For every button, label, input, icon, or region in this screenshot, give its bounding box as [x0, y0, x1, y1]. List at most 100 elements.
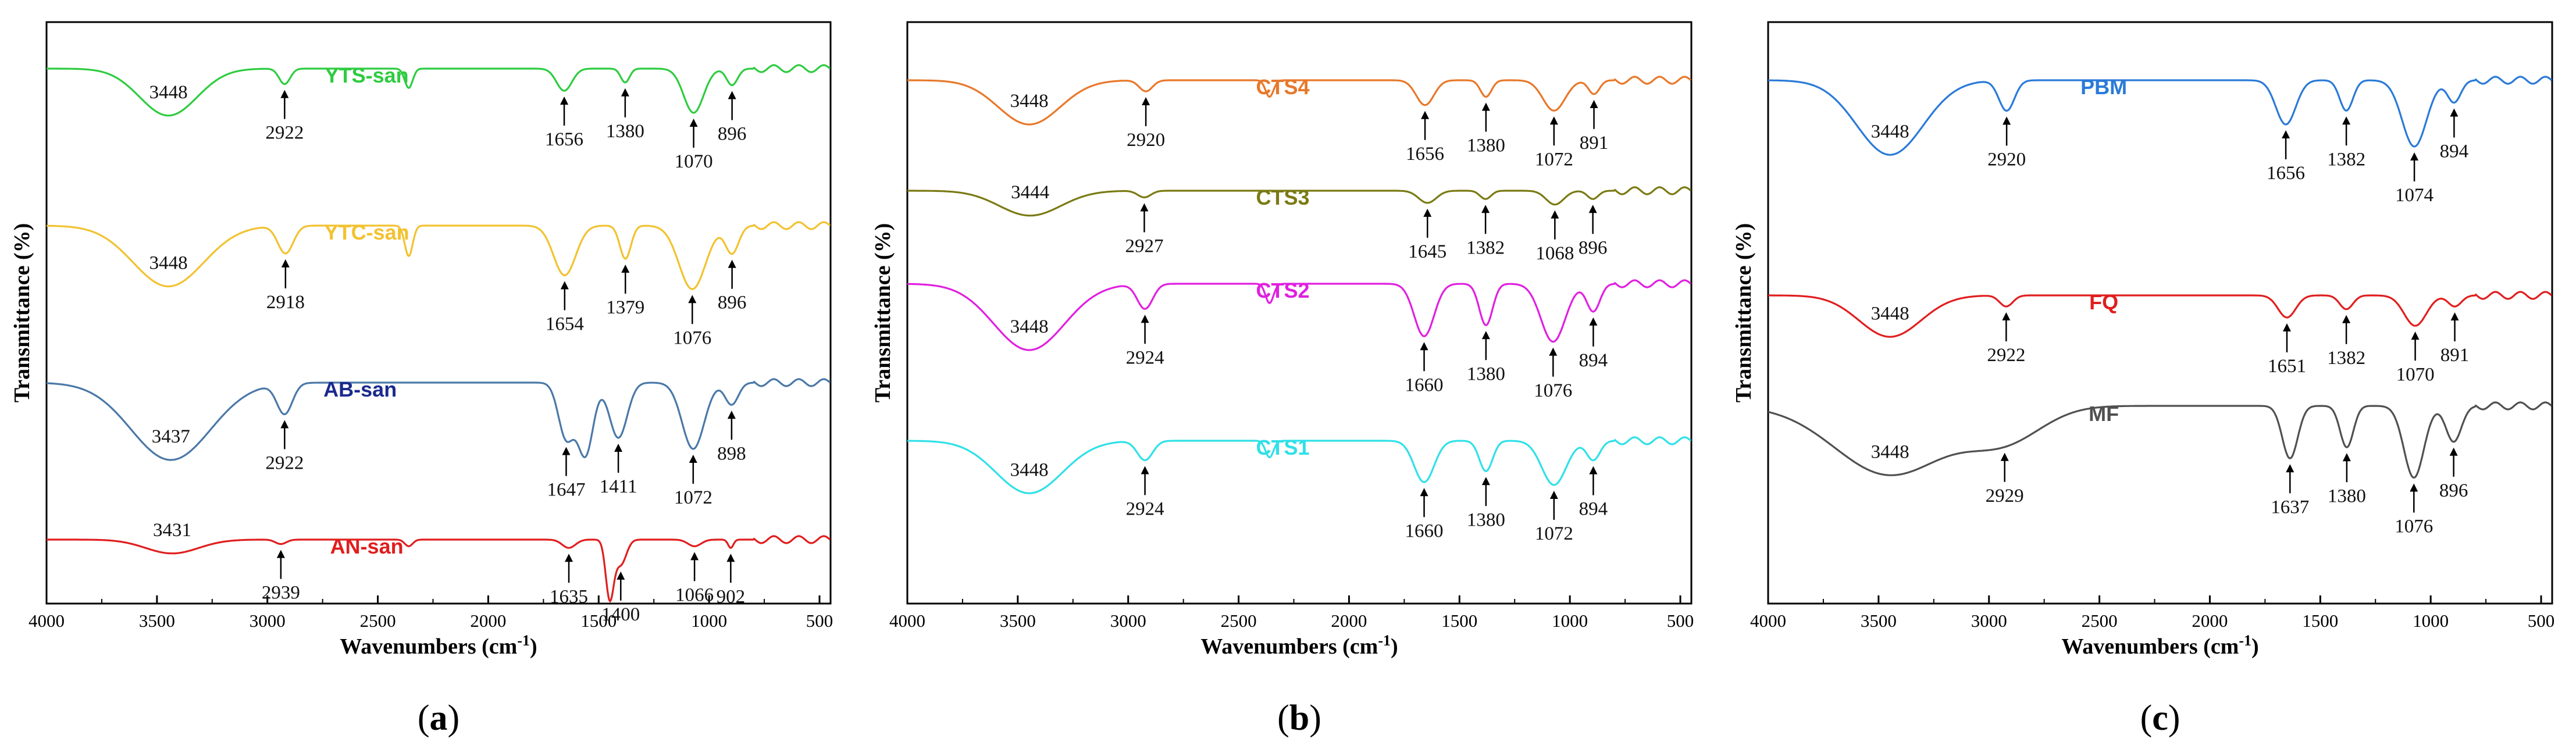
peak-annotation: 896	[2439, 447, 2468, 501]
peak-annotation: 1066	[675, 552, 714, 605]
peak-label: 1654	[546, 314, 584, 335]
peak-annotation: 3437	[152, 426, 190, 447]
peak-label: 1380	[1467, 135, 1505, 156]
series-line-cts1	[907, 436, 1692, 494]
peak-annotation: 891	[2440, 312, 2469, 366]
peak-annotation: 1380	[1467, 102, 1505, 156]
peak-annotation: 1400	[601, 571, 640, 625]
arrow-head	[1423, 208, 1432, 217]
peak-annotation: 1382	[2327, 315, 2365, 369]
x-tick-label: 2500	[2082, 611, 2118, 631]
peak-label: 3448	[1871, 121, 1909, 142]
peak-annotation: 2920	[1987, 116, 2026, 170]
series-line-yts-san	[47, 64, 831, 117]
arrow-head	[1551, 210, 1559, 219]
peak-annotation: 1656	[1406, 110, 1444, 165]
peak-label: 896	[718, 124, 747, 145]
panel-caption: (c)	[2140, 698, 2180, 738]
arrow-head	[690, 552, 699, 561]
series-label: CTS2	[1256, 279, 1310, 302]
peak-annotation: 1645	[1408, 208, 1446, 262]
peak-label: 1070	[675, 151, 713, 172]
series-label: AB-san	[323, 377, 397, 401]
x-tick-label: 1500	[2302, 611, 2338, 631]
peak-annotation: 3431	[153, 520, 191, 541]
peak-label: 1637	[2271, 497, 2309, 518]
peak-annotation: 1380	[2328, 453, 2366, 506]
arrow-head	[728, 259, 736, 268]
x-axis-title: Wavenumbers (cm-1)	[1200, 632, 1398, 659]
peak-annotation: 2922	[265, 420, 304, 473]
arrow-head	[1481, 102, 1490, 111]
peak-annotation: 894	[2440, 108, 2469, 162]
series-line-pbm	[1768, 76, 2553, 156]
peak-annotation: 3444	[1011, 182, 1049, 203]
arrow-head	[276, 549, 285, 558]
peak-label: 1380	[606, 121, 644, 142]
peak-annotation: 1656	[545, 97, 583, 150]
series-line-ytc-san	[47, 221, 831, 290]
x-tick-label: 3500	[1000, 611, 1036, 631]
series-label: CTS4	[1256, 75, 1310, 99]
peak-label: 1380	[1467, 363, 1505, 384]
series-line-cts2	[907, 279, 1692, 351]
series-line-fq	[1768, 291, 2553, 338]
arrow-head	[1140, 203, 1149, 212]
arrow-head	[1420, 342, 1428, 351]
peak-label: 3437	[152, 426, 190, 447]
arrow-head	[2003, 116, 2011, 125]
peak-label: 1411	[600, 476, 637, 497]
peak-annotation: 1651	[2268, 323, 2306, 377]
y-axis-title: Transmittance (%)	[871, 223, 895, 403]
x-tick-label: 2000	[2192, 611, 2228, 631]
peak-label: 894	[2440, 141, 2469, 162]
peak-label: 1072	[1535, 523, 1573, 544]
arrow-head	[2002, 312, 2011, 321]
arrow-head	[2410, 152, 2419, 160]
peak-label: 2939	[262, 583, 300, 604]
peak-annotation: 2920	[1127, 97, 1165, 151]
arrow-head	[1481, 205, 1490, 213]
x-tick-label: 1500	[580, 611, 617, 631]
arrow-head	[2342, 453, 2351, 462]
peak-annotation: 1382	[1466, 205, 1505, 258]
peak-label: 894	[1579, 350, 1608, 371]
arrow-head	[1590, 99, 1598, 108]
peak-annotation: 2922	[265, 90, 304, 144]
peak-annotation: 891	[1580, 99, 1608, 154]
panel-caption: (b)	[1277, 698, 1321, 738]
peak-label: 1382	[2327, 348, 2365, 369]
peak-label: 1660	[1405, 520, 1444, 541]
panel-b: 4000 3500 3000 2500 2000 1500 1000 500 Wavenumbe…	[871, 21, 1694, 738]
arrow-head	[689, 455, 697, 463]
peak-annotation: 1072	[674, 455, 712, 508]
arrow-head	[1141, 466, 1149, 474]
x-tick-label: 4000	[1750, 611, 1786, 631]
peak-annotation: 1068	[1535, 210, 1574, 264]
peak-label: 1635	[550, 586, 588, 607]
arrow-head	[560, 281, 569, 290]
peak-label: 894	[1579, 499, 1608, 520]
peak-label: 2924	[1126, 347, 1164, 368]
peak-label: 1068	[1535, 243, 1574, 264]
peak-label: 1379	[606, 297, 644, 318]
x-tick-label: 3000	[1971, 611, 2007, 631]
peak-label: 2924	[1126, 498, 1164, 519]
series-label: CTS3	[1256, 185, 1310, 209]
arrow-head	[280, 90, 289, 98]
peak-annotation: 1382	[2327, 116, 2365, 170]
arrow-head	[1589, 466, 1598, 474]
arrow-head	[617, 571, 625, 580]
plot-frame	[1767, 21, 2553, 605]
arrow-head	[1549, 491, 1558, 499]
x-axis-title: Wavenumbers (cm-1)	[2061, 632, 2258, 659]
arrow-head	[2450, 108, 2459, 117]
arrow-head	[1481, 477, 1490, 486]
arrow-head	[281, 259, 290, 267]
peak-label: 1656	[545, 129, 583, 150]
arrow-head	[2000, 452, 2009, 461]
peak-annotation: 3448	[1010, 459, 1049, 480]
peak-label: 1076	[673, 327, 711, 348]
x-tick-label: 500	[1667, 611, 1694, 631]
series-label: YTS-san	[325, 63, 409, 87]
